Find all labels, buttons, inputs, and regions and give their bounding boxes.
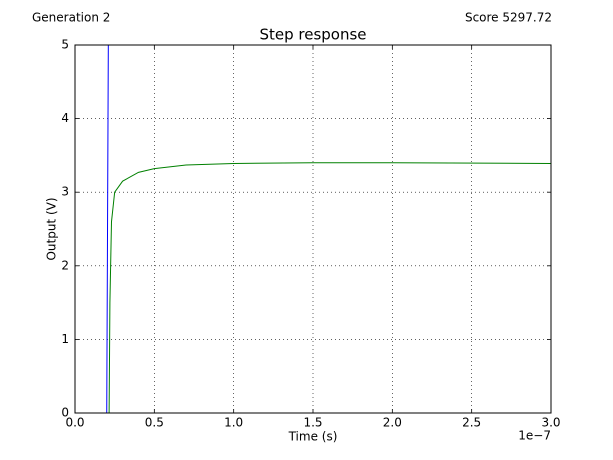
generation-label: Generation 2 [32,11,110,25]
x-offset-label: 1e−7 [518,429,551,443]
axes-frame [74,44,552,414]
x-tick-label: 2.0 [383,416,402,430]
y-axis-label: Output (V) [45,197,59,260]
x-tick-label: 0.0 [65,416,84,430]
x-tick-label: 3.0 [541,416,560,430]
y-tick-label: 1 [61,332,69,346]
x-tick-label: 1.5 [303,416,322,430]
x-tick-label: 2.5 [462,416,481,430]
plot-area [74,44,552,414]
x-tick-label: 0.5 [145,416,164,430]
x-tick-label: 1.0 [224,416,243,430]
y-tick-label: 4 [61,111,69,125]
series-line [75,162,552,414]
chart-title: Step response [259,26,366,44]
y-tick-label: 2 [61,258,69,272]
x-axis-label: Time (s) [288,430,338,444]
y-tick-label: 0 [61,406,69,420]
y-tick-label: 5 [61,38,69,52]
score-label: Score 5297.72 [465,11,552,25]
y-tick-label: 3 [61,185,69,199]
